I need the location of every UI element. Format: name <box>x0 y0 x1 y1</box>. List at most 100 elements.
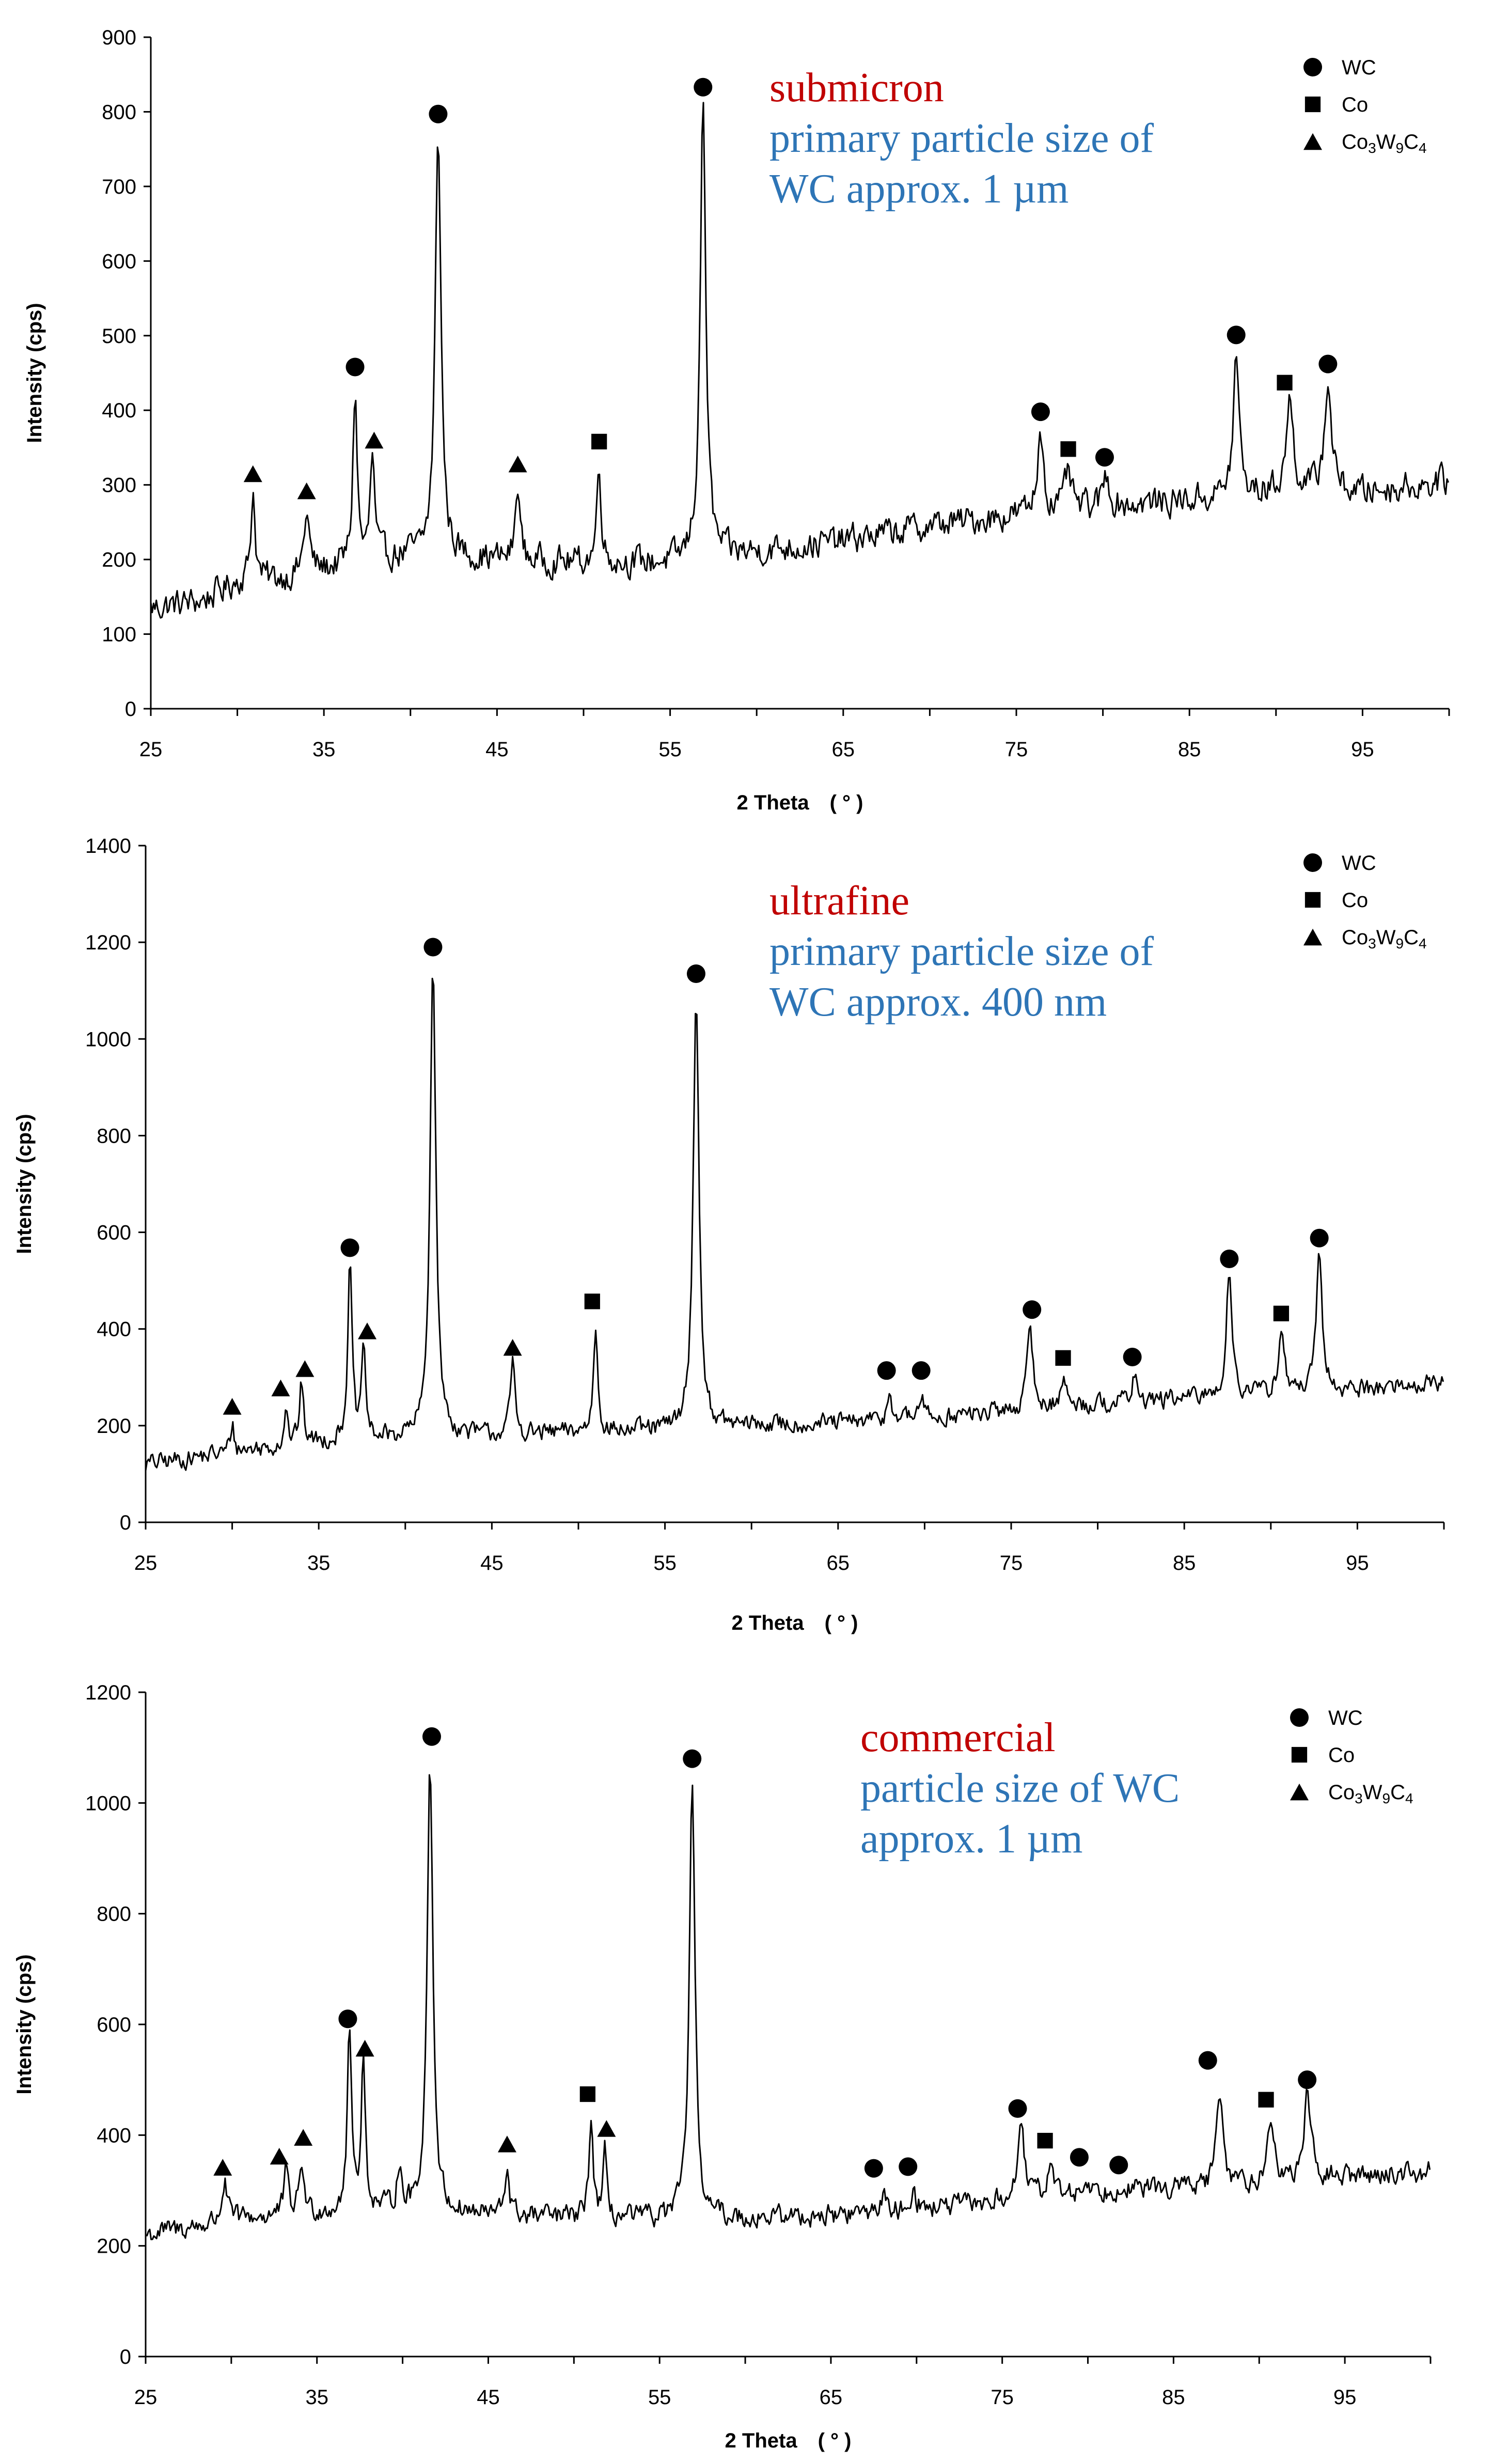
x-tick-label: 35 <box>307 1552 331 1574</box>
peak-marker-co3w9c4 <box>213 2159 232 2176</box>
x-tick-label: 55 <box>658 738 682 761</box>
xrd-panel-1: 0 100 200 300 400 500 600 700 800 900 25 35 45 55 65 75… <box>23 26 1450 814</box>
y-tick-label: 200 <box>97 1415 131 1438</box>
y-tick-label: 600 <box>97 1222 131 1244</box>
y-tick-label: 600 <box>102 250 136 273</box>
peak-marker-wc <box>345 357 365 377</box>
x-tick-label: 65 <box>820 2386 843 2409</box>
x-tick-label: 95 <box>1346 1552 1369 1574</box>
xrd-pattern-line <box>150 102 1450 619</box>
y-axis-title: Intensity (cps) <box>23 303 46 443</box>
peak-marker-wc <box>1070 2148 1089 2167</box>
x-tick-label: 75 <box>1005 738 1028 761</box>
legend-marker-triangle <box>1290 1783 1309 1801</box>
y-tick-label: 800 <box>97 1903 131 1926</box>
peak-marker-wc <box>338 2009 357 2029</box>
sample-description-line: primary particle size of <box>769 929 1154 974</box>
peak-marker-wc <box>1109 2156 1128 2175</box>
y-tick-label: 900 <box>102 26 136 49</box>
peak-marker-co3w9c4 <box>497 2135 516 2153</box>
peak-marker-wc <box>1023 1300 1042 1319</box>
x-tick-label: 55 <box>653 1552 677 1574</box>
peak-marker-co3w9c4 <box>295 1360 315 1377</box>
x-tick-label: 25 <box>139 738 163 761</box>
xrd-panel-2: 0 200 400 600 800 1000 1200 1400 25 35 45 55 65 75 85 9… <box>13 835 1445 1634</box>
peak-marker-co3w9c4 <box>297 482 316 500</box>
legend: WC Co Co3W9C4 <box>1290 1707 1413 1806</box>
y-tick-label: 400 <box>97 1318 131 1341</box>
sample-title: commercial <box>860 1715 1056 1760</box>
xrd-panel-3: 0 200 400 600 800 1000 1200 25 35 45 55 65 75 85 95 Int… <box>13 1681 1432 2452</box>
sample-title: submicron <box>769 65 944 111</box>
x-tick-label: 25 <box>134 1552 158 1574</box>
y-tick-label: 600 <box>97 2014 131 2036</box>
peak-marker-co3w9c4 <box>355 2039 374 2057</box>
legend: WC Co Co3W9C4 <box>1303 852 1427 952</box>
sample-description-line: WC approx. 1 µm <box>769 166 1068 212</box>
legend-label: WC <box>1342 852 1376 875</box>
peak-marker-wc <box>1318 354 1338 373</box>
legend-marker-square <box>1305 96 1321 113</box>
peak-marker-wc <box>1123 1347 1142 1366</box>
xrd-pattern-line <box>145 1774 1431 2240</box>
y-tick-label: 1000 <box>85 1028 131 1051</box>
peak-marker-wc <box>1227 325 1246 345</box>
peak-marker-co3w9c4 <box>365 431 384 449</box>
x-tick-label: 95 <box>1351 738 1374 761</box>
legend-marker-square <box>1305 892 1321 908</box>
x-axis-title: 2 Theta( ° ) <box>732 1612 858 1634</box>
x-tick-label: 85 <box>1162 2386 1185 2409</box>
sample-description-line: particle size of WC <box>860 1766 1180 1811</box>
legend-marker-triangle <box>1303 133 1322 150</box>
peak-marker-wc <box>1220 1250 1239 1269</box>
sample-title: ultrafine <box>769 878 909 924</box>
sample-description-line: WC approx. 400 nm <box>769 979 1107 1025</box>
peak-marker-wc <box>1008 2099 1027 2118</box>
legend-label: Co <box>1342 93 1368 116</box>
peak-marker-co3w9c4 <box>270 2147 289 2165</box>
peak-marker-co <box>1273 1305 1290 1321</box>
x-tick-label: 25 <box>134 2386 158 2409</box>
peak-marker-wc <box>899 2157 918 2176</box>
sample-description-line: primary particle size of <box>769 116 1154 161</box>
y-tick-label: 400 <box>97 2124 131 2147</box>
x-tick-label: 45 <box>480 1552 504 1574</box>
legend-label: Co3W9C4 <box>1342 131 1427 156</box>
sample-description-line: approx. 1 µm <box>860 1816 1082 1862</box>
x-axis-title: 2 Theta( ° ) <box>725 2429 852 2452</box>
peak-marker-co <box>1055 1350 1071 1366</box>
peak-marker-co <box>579 2086 595 2102</box>
peak-marker-wc <box>683 1749 702 1768</box>
peak-marker-co3w9c4 <box>223 1398 242 1415</box>
y-tick-label: 0 <box>120 2346 131 2368</box>
peak-marker-co3w9c4 <box>243 465 262 482</box>
y-tick-label: 1000 <box>85 1792 131 1815</box>
y-tick-label: 300 <box>102 474 136 497</box>
x-tick-label: 85 <box>1173 1552 1196 1574</box>
peak-marker-wc <box>422 1727 441 1746</box>
y-tick-label: 800 <box>97 1125 131 1147</box>
legend-label: Co3W9C4 <box>1342 926 1427 952</box>
legend-label: WC <box>1342 56 1376 79</box>
peak-marker-co3w9c4 <box>294 2129 313 2146</box>
x-tick-label: 35 <box>305 2386 328 2409</box>
legend-marker-triangle <box>1303 928 1322 946</box>
legend-marker-circle <box>1290 1708 1309 1727</box>
peak-marker-co <box>1277 375 1293 391</box>
y-tick-label: 200 <box>97 2235 131 2258</box>
legend-marker-circle <box>1303 58 1322 76</box>
peak-marker-co <box>584 1293 600 1309</box>
peak-marker-co <box>1060 441 1076 457</box>
x-tick-label: 45 <box>485 738 509 761</box>
peak-marker-wc <box>1298 2070 1317 2089</box>
legend-marker-circle <box>1303 853 1322 872</box>
peak-marker-wc <box>864 2159 883 2178</box>
peak-marker-wc <box>694 77 713 97</box>
legend-label: Co3W9C4 <box>1328 1781 1413 1806</box>
legend-label: Co <box>1328 1744 1355 1767</box>
peak-marker-wc <box>1095 448 1114 467</box>
peak-marker-wc <box>1310 1228 1329 1247</box>
y-tick-label: 400 <box>102 399 136 422</box>
peak-marker-co3w9c4 <box>503 1339 522 1356</box>
xrd-pattern-line <box>145 977 1444 1471</box>
